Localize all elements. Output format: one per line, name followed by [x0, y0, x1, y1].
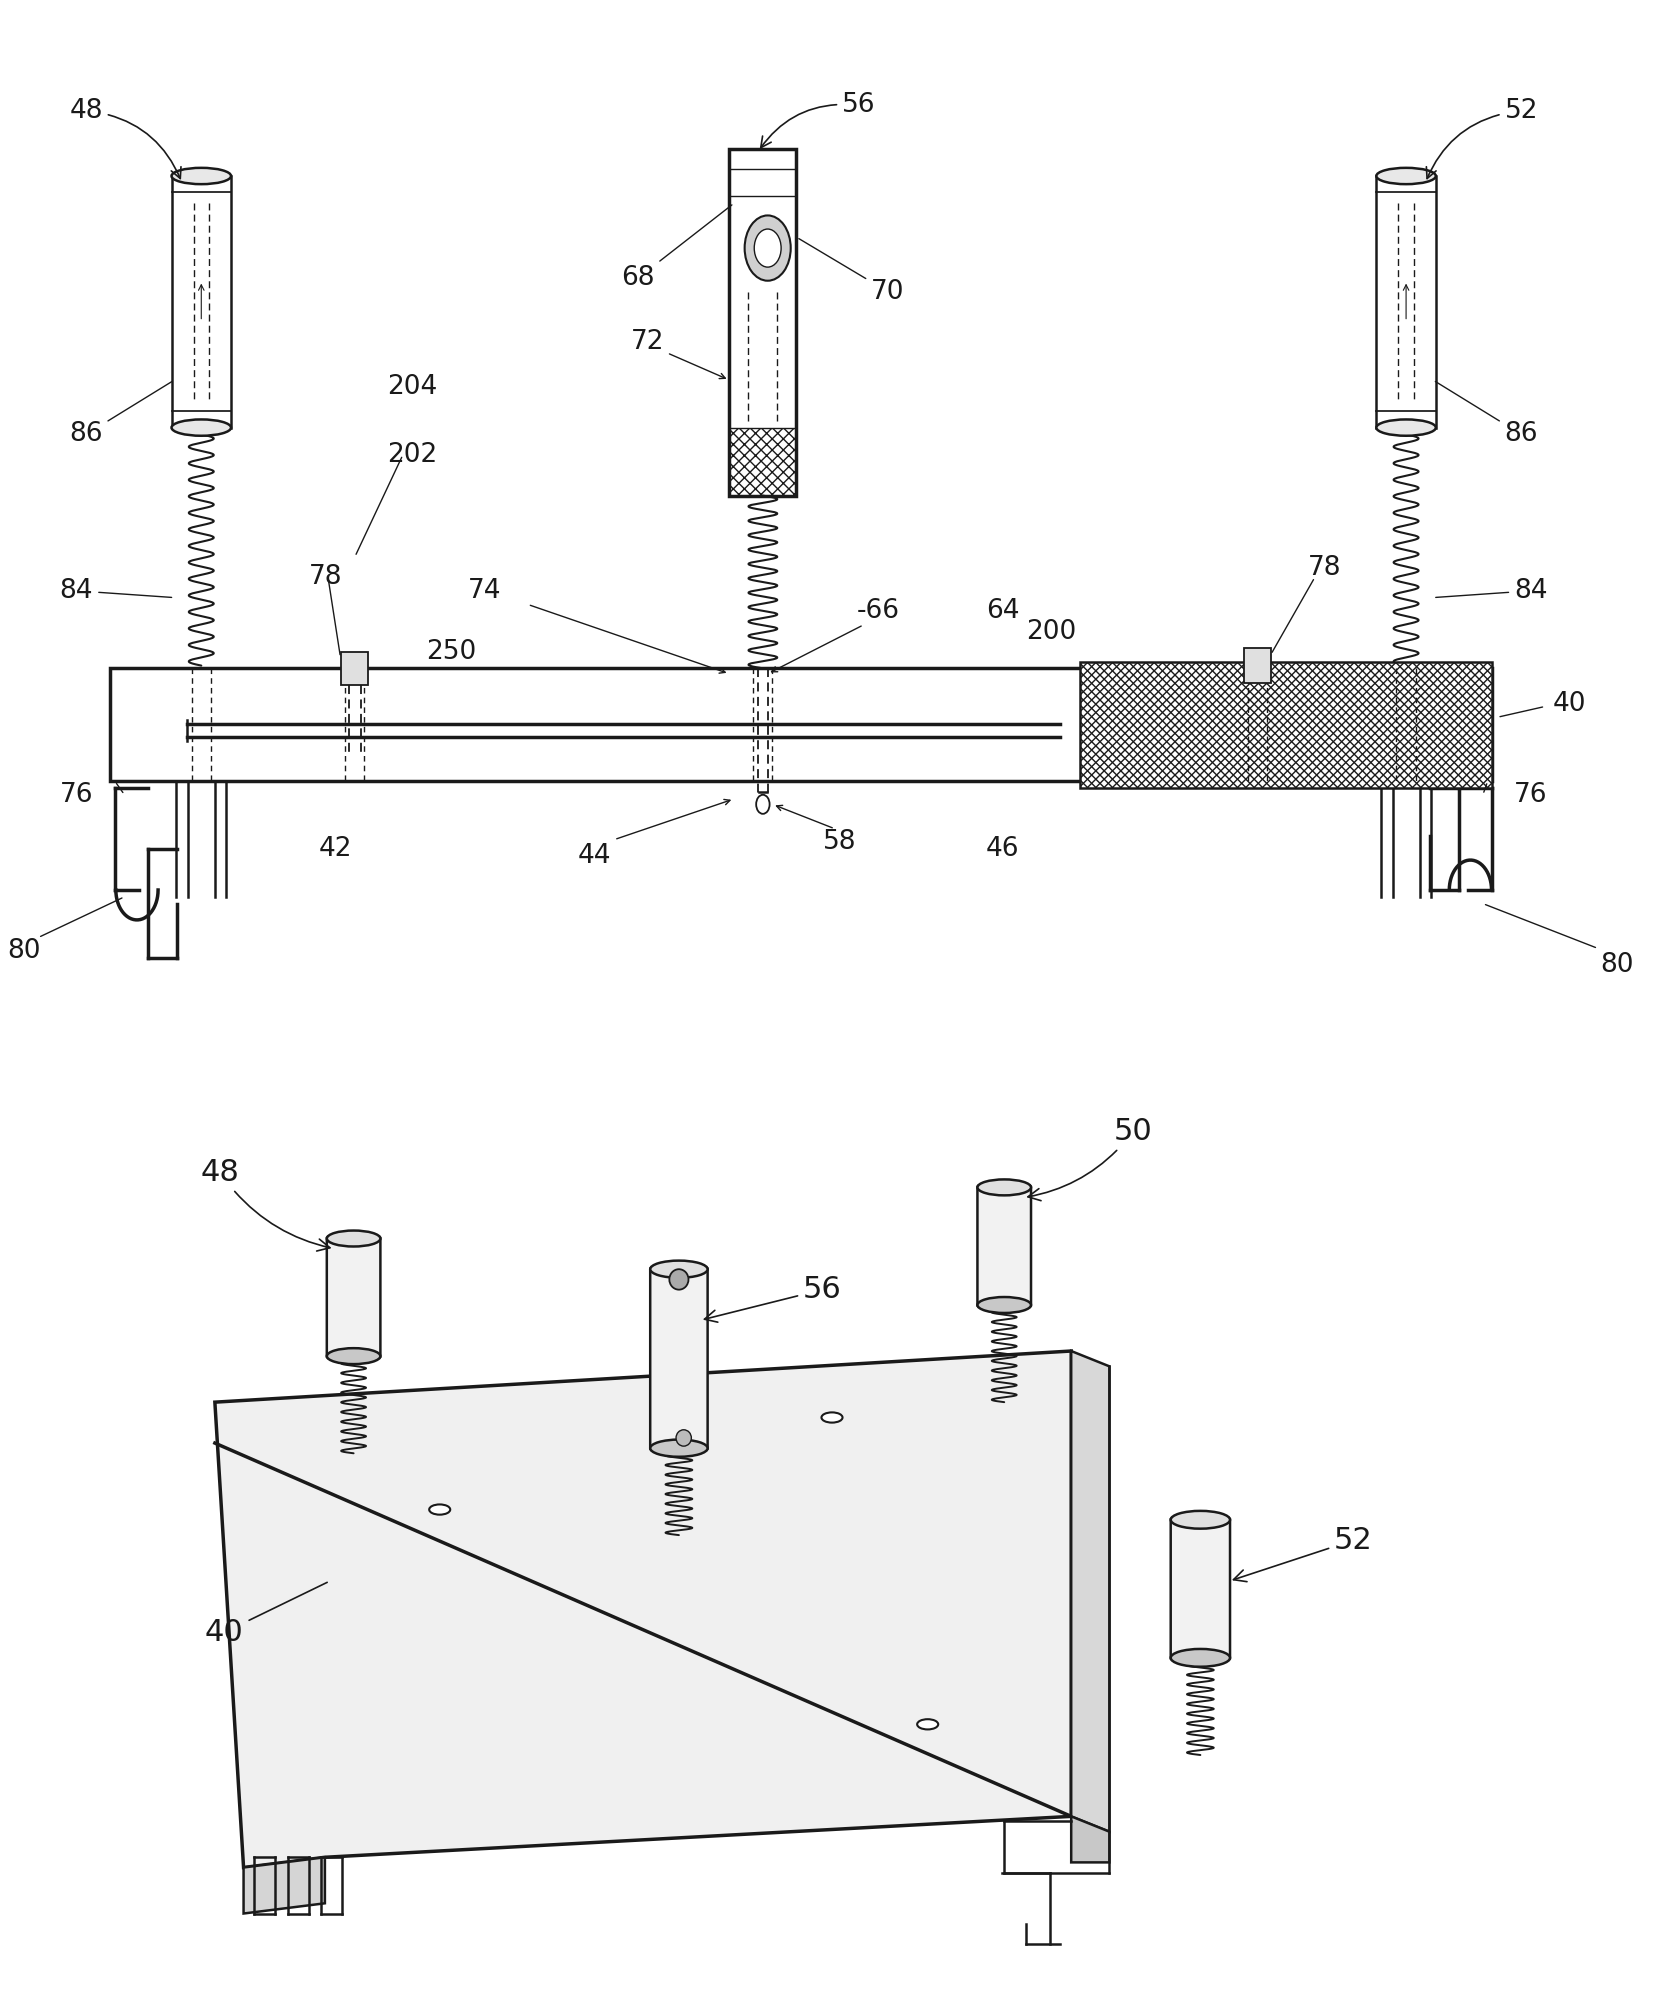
Text: 202: 202	[388, 442, 438, 468]
Bar	[1080, 662, 1493, 788]
Ellipse shape	[1171, 1510, 1230, 1528]
Text: 48: 48	[70, 98, 181, 178]
Ellipse shape	[326, 1230, 381, 1246]
Bar	[1245, 648, 1271, 684]
Text: 52: 52	[1233, 1526, 1373, 1582]
Text: 250: 250	[426, 640, 476, 664]
Text: 78: 78	[1308, 554, 1341, 580]
Bar	[729, 428, 797, 496]
Text: 50: 50	[1028, 1116, 1153, 1200]
Text: 40: 40	[205, 1582, 328, 1646]
Text: 42: 42	[319, 836, 353, 862]
Ellipse shape	[651, 1260, 707, 1278]
Text: 84: 84	[60, 578, 171, 604]
FancyBboxPatch shape	[1171, 1518, 1230, 1660]
Bar	[110, 668, 1493, 782]
Bar	[1376, 176, 1436, 428]
Text: 200: 200	[1025, 618, 1077, 644]
Polygon shape	[1072, 1816, 1110, 1862]
Ellipse shape	[171, 420, 231, 436]
Text: 58: 58	[824, 830, 857, 856]
Text: 72: 72	[631, 328, 664, 354]
Ellipse shape	[651, 1440, 707, 1456]
FancyBboxPatch shape	[326, 1236, 381, 1358]
Text: -66: -66	[857, 598, 900, 624]
Text: 78: 78	[310, 564, 343, 590]
Ellipse shape	[429, 1504, 451, 1514]
Ellipse shape	[822, 1412, 842, 1422]
Bar	[341, 652, 368, 684]
Text: 40: 40	[1553, 690, 1586, 716]
Ellipse shape	[1171, 1648, 1230, 1666]
Text: 86: 86	[70, 382, 171, 448]
Text: 56: 56	[704, 1276, 842, 1322]
Ellipse shape	[977, 1298, 1032, 1312]
Bar	[171, 176, 231, 428]
Text: 204: 204	[388, 374, 438, 400]
Polygon shape	[215, 1352, 1072, 1868]
Text: 46: 46	[987, 836, 1020, 862]
Text: 48: 48	[200, 1158, 329, 1252]
Text: 80: 80	[1601, 952, 1634, 978]
Bar	[729, 152, 749, 178]
FancyBboxPatch shape	[651, 1268, 707, 1450]
Text: 74: 74	[468, 578, 501, 604]
Ellipse shape	[917, 1720, 938, 1730]
Polygon shape	[243, 1858, 324, 1914]
Ellipse shape	[1376, 168, 1436, 184]
Text: 44: 44	[577, 844, 612, 868]
FancyBboxPatch shape	[977, 1186, 1032, 1308]
Ellipse shape	[1376, 420, 1436, 436]
Text: 56: 56	[760, 92, 875, 148]
Bar	[729, 148, 797, 496]
Text: 76: 76	[60, 782, 93, 808]
Text: 80: 80	[7, 938, 40, 964]
Ellipse shape	[977, 1180, 1032, 1196]
Ellipse shape	[171, 168, 231, 184]
Circle shape	[669, 1270, 689, 1290]
Polygon shape	[1072, 1352, 1110, 1832]
Text: 70: 70	[799, 238, 905, 304]
Text: 52: 52	[1426, 98, 1538, 178]
Bar	[1080, 662, 1493, 788]
Text: 76: 76	[1514, 782, 1548, 808]
Text: 68: 68	[621, 204, 732, 290]
Text: 84: 84	[1436, 578, 1548, 604]
Ellipse shape	[326, 1348, 381, 1364]
Circle shape	[745, 216, 790, 280]
Circle shape	[755, 794, 769, 814]
Bar	[1080, 662, 1493, 788]
Circle shape	[676, 1430, 691, 1446]
Text: 64: 64	[987, 598, 1020, 624]
Text: 86: 86	[1436, 382, 1538, 448]
Circle shape	[754, 230, 780, 268]
